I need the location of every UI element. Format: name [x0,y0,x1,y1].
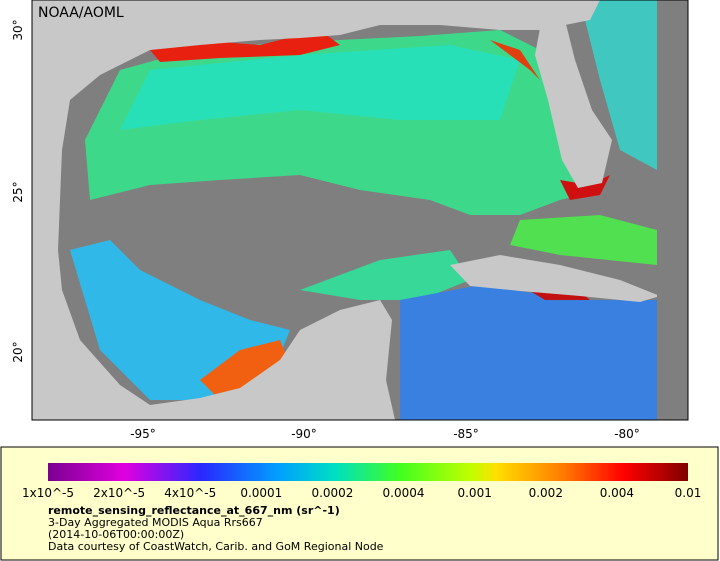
chlorophyll-band [300,250,470,300]
colorbar-ticks: 1x10^-5 2x10^-5 4x10^-5 0.0001 0.0002 0.0004 0… [22,486,701,500]
credit: NOAA/AOML [38,5,124,21]
coastal-high [200,340,290,395]
lat-label: 25° [11,181,25,202]
chlorophyll-band [120,45,520,130]
description: Data courtesy of CoastWatch, Carib. and … [48,540,384,553]
colorbar [48,463,688,481]
colorbar-tick-label: 0.0004 [383,486,425,500]
colorbar-title: remote_sensing_reflectance_at_667_nm (sr… [48,504,340,517]
lon-label: -85° [453,427,479,441]
chlorophyll-band [400,285,657,420]
no-data-strip [657,0,688,420]
lat-label: 30° [11,19,25,40]
lat-label: 20° [11,341,25,362]
land [32,0,600,420]
colorbar-tick-label: 0.004 [600,486,634,500]
map: NOAA/AOML [31,0,689,421]
colorbar-tick-label: 0.0002 [311,486,353,500]
land [450,255,660,302]
colorbar-tick-label: 4x10^-5 [164,486,216,500]
lon-label: -80° [614,427,640,441]
colorbar-tick-label: 0.0001 [240,486,282,500]
description: (2014-10-06T00:00:00Z) [48,528,184,541]
chlorophyll-band [580,0,657,170]
colorbar-tick-label: 1x10^-5 [22,486,74,500]
lon-label: -90° [291,427,317,441]
colorbar-tick-label: 0.01 [675,486,702,500]
lat-axis: 30° 25° 20° [11,19,25,362]
chlorophyll-band [510,215,657,265]
colorbar-tick-label: 0.001 [457,486,491,500]
description: 3-Day Aggregated MODIS Aqua Rrs667 [48,516,263,529]
land [535,20,612,188]
colorbar-tick-label: 2x10^-5 [93,486,145,500]
colorbar-tick-label: 0.002 [529,486,563,500]
lon-axis: -95° -90° -85° -80° [130,427,640,441]
map-frame [31,0,689,421]
lon-label: -95° [130,427,156,441]
